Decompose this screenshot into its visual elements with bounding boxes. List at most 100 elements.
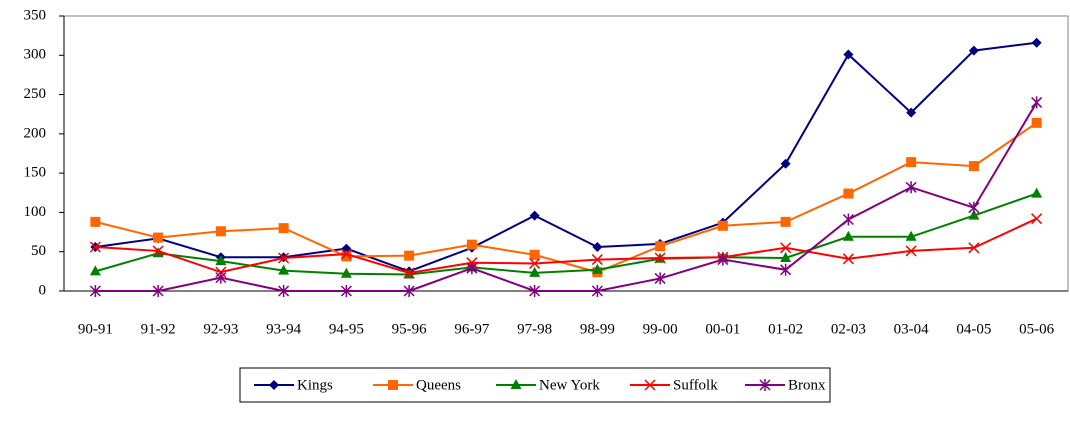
x-tick-label: 04-05 <box>956 321 991 337</box>
marker <box>529 285 541 297</box>
marker <box>269 380 279 390</box>
marker <box>717 253 729 266</box>
x-tick-label: 00-01 <box>705 321 740 337</box>
y-tick-label: 350 <box>24 7 47 23</box>
marker <box>968 209 980 220</box>
marker <box>340 267 352 278</box>
marker <box>89 285 101 297</box>
legend-label: Queens <box>416 377 461 393</box>
marker <box>968 201 980 214</box>
marker <box>278 285 290 297</box>
marker <box>654 252 666 264</box>
x-tick-label: 03-04 <box>894 321 929 337</box>
legend-box <box>239 367 831 403</box>
marker <box>1031 37 1042 48</box>
marker <box>466 262 478 275</box>
x-tick-label: 98-99 <box>580 321 615 337</box>
marker <box>1031 117 1042 128</box>
marker <box>842 213 854 226</box>
x-tick-label: 02-03 <box>831 321 866 337</box>
series-line <box>95 122 1038 274</box>
x-tick-label: 92-93 <box>203 321 238 337</box>
marker <box>341 251 352 262</box>
x-tick-label: 93-94 <box>266 321 301 337</box>
y-tick-label: 100 <box>24 204 47 220</box>
marker <box>90 216 101 227</box>
legend-label: New York <box>539 377 600 393</box>
marker <box>842 253 854 265</box>
x-tick-label: 97-98 <box>517 321 552 337</box>
marker <box>278 223 289 234</box>
marker <box>759 379 771 391</box>
marker <box>654 272 666 285</box>
marker <box>152 245 164 257</box>
marker <box>591 285 603 297</box>
legend-label: Suffolk <box>673 377 718 393</box>
x-tick-label: 01-02 <box>768 321 803 337</box>
marker <box>843 49 854 60</box>
y-tick-label: 0 <box>39 282 47 298</box>
marker <box>215 255 227 266</box>
marker <box>1031 96 1043 109</box>
x-tick-label: 05-06 <box>1019 321 1054 337</box>
y-tick-label: 250 <box>24 86 47 102</box>
series-line <box>95 217 1038 274</box>
marker <box>340 285 352 297</box>
marker <box>153 232 164 243</box>
series-line <box>95 41 1037 273</box>
marker <box>655 241 666 252</box>
marker <box>644 379 656 391</box>
legend-label: Kings <box>297 377 333 393</box>
marker <box>89 241 101 253</box>
marker <box>152 247 164 258</box>
marker <box>152 285 164 297</box>
marker <box>906 107 917 118</box>
marker <box>968 161 979 172</box>
x-tick-label: 96-97 <box>454 321 489 337</box>
y-tick-label: 50 <box>31 243 46 259</box>
marker <box>89 265 101 276</box>
x-tick-label: 99-00 <box>643 321 678 337</box>
marker <box>905 181 917 194</box>
legend-label: Bronx <box>788 377 826 393</box>
marker <box>592 242 603 252</box>
marker <box>842 230 854 241</box>
marker <box>1031 213 1043 225</box>
marker <box>403 267 415 279</box>
marker <box>529 210 540 221</box>
marker <box>529 266 541 277</box>
marker <box>215 271 227 284</box>
marker <box>780 252 792 262</box>
marker <box>905 230 917 241</box>
marker <box>591 254 603 266</box>
x-tick-label: 95-96 <box>392 321 427 337</box>
marker <box>529 257 541 270</box>
marker <box>403 285 415 297</box>
marker <box>340 248 352 260</box>
marker <box>404 250 415 261</box>
marker <box>529 249 540 260</box>
marker <box>215 226 226 237</box>
marker <box>1031 187 1043 198</box>
marker <box>780 242 792 254</box>
marker <box>780 216 791 227</box>
x-tick-label: 94-95 <box>329 321 364 337</box>
marker <box>591 263 603 274</box>
x-tick-label: 90-91 <box>78 321 113 337</box>
marker <box>968 45 979 56</box>
series-line <box>95 101 1038 292</box>
marker <box>388 380 398 390</box>
marker <box>510 379 522 389</box>
marker <box>780 158 791 169</box>
y-tick-label: 300 <box>24 47 47 63</box>
marker <box>780 263 792 276</box>
marker <box>968 242 980 254</box>
y-tick-label: 150 <box>24 165 47 181</box>
marker <box>717 220 728 231</box>
marker <box>466 239 477 250</box>
marker <box>278 264 290 275</box>
marker <box>843 188 854 199</box>
marker <box>905 245 917 257</box>
